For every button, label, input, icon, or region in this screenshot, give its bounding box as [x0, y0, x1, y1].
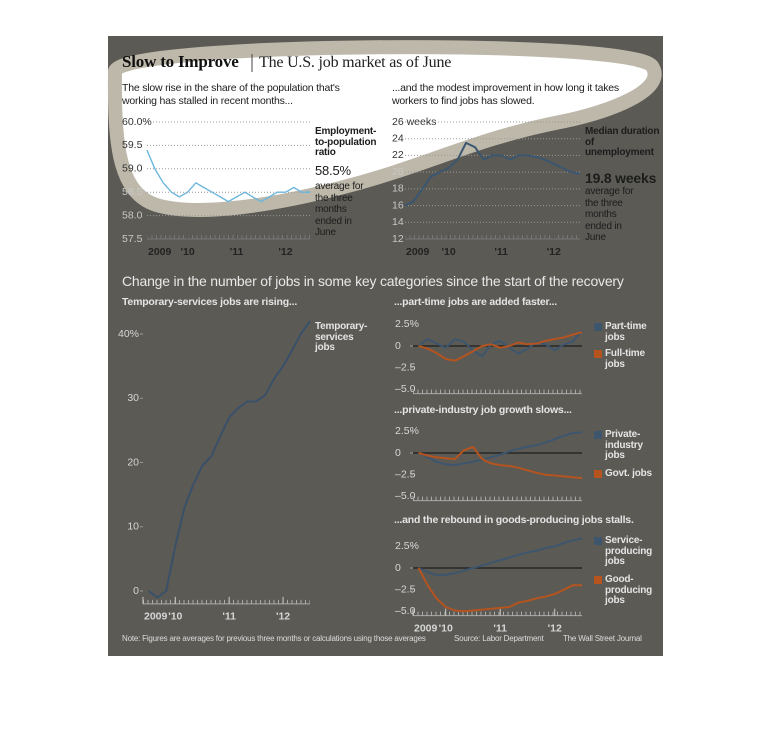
x-tick-label: 2009 [148, 246, 172, 258]
y-tick-label: 58.0 [122, 209, 143, 221]
legend-label: Employment-to-population ratio [315, 126, 377, 158]
y-tick-label: 22 [392, 149, 404, 161]
chart-title: ...part-time jobs are added faster... [394, 296, 557, 308]
footer-note: Note: Figures are averages for previous … [122, 634, 426, 643]
x-tick-label: 2009 [406, 246, 430, 258]
legend-swatch [594, 576, 602, 584]
legend-label: Good-producing jobs [605, 574, 653, 606]
legend-label: Median duration of unemployment [585, 126, 660, 158]
legend-label: Part-time jobs [605, 321, 647, 343]
legend-label: Govt. jobs [605, 468, 652, 479]
x-tick-label: '11 [230, 246, 244, 258]
headline-subtitle: The U.S. job market as of June [259, 54, 452, 71]
series-line [418, 431, 583, 467]
y-tick-label: 0 [395, 562, 401, 574]
y-tick-label: –5.0 [395, 383, 416, 395]
y-tick-label: 12 [392, 233, 404, 245]
x-tick-label: '12 [547, 246, 561, 258]
legend-label: Temporary-services jobs [315, 321, 368, 353]
series-line [418, 537, 583, 576]
legend-swatch [594, 431, 602, 439]
series-line [146, 149, 310, 203]
x-tick-label: '10 [168, 611, 182, 623]
callout-note: average for the three months ended in Ju… [315, 181, 364, 238]
callout-note: average for the three months ended in Ju… [585, 186, 634, 243]
section-title: Change in the number of jobs in some key… [122, 273, 624, 289]
series-line [404, 141, 581, 207]
y-tick-label: 57.5 [122, 233, 143, 245]
x-tick-label: '11 [494, 246, 508, 258]
series-line [418, 445, 583, 480]
legend-swatch [594, 537, 602, 545]
series-line [417, 329, 583, 358]
y-tick-label: 10 [127, 521, 139, 533]
y-tick-label: 59.5 [122, 139, 143, 151]
series-line [417, 567, 582, 613]
y-tick-label: 60.0% [122, 116, 152, 128]
y-tick-label: 2.5% [395, 318, 419, 330]
y-tick-label: 18 [392, 183, 404, 195]
y-tick-label: 24 [392, 132, 404, 144]
chart-title: ...and the rebound in goods-producing jo… [394, 514, 634, 526]
series-line [147, 320, 311, 599]
y-tick-label: 59.0 [122, 163, 143, 175]
x-tick-label: '12 [278, 246, 292, 258]
y-tick-label: 14 [392, 216, 404, 228]
y-tick-label: 20 [127, 456, 139, 468]
legend-swatch [594, 323, 602, 331]
x-tick-label: 2009 [144, 611, 168, 623]
y-tick-label: 0 [395, 340, 401, 352]
footer-source: Source: Labor Department [454, 634, 544, 643]
x-tick-label: '12 [276, 611, 290, 623]
x-tick-label: '10 [181, 246, 195, 258]
legend-label: Service-producing jobs [605, 535, 653, 567]
y-tick-label: 0 [133, 585, 139, 597]
y-tick-label: –5.0 [395, 605, 416, 617]
chart-title: ...private-industry job growth slows... [394, 404, 572, 416]
y-tick-label: –5.0 [395, 490, 416, 502]
x-tick-label: '11 [493, 622, 507, 634]
y-tick-label: 30 [127, 392, 139, 404]
chart-title: ...and the modest improvement in how lon… [392, 82, 619, 107]
y-tick-label: –2.5 [395, 361, 416, 373]
y-tick-label: 20 [392, 166, 404, 178]
legend-swatch [594, 350, 602, 358]
y-tick-label: 16 [392, 199, 404, 211]
y-tick-label: 2.5% [395, 540, 419, 552]
x-tick-label: '10 [439, 622, 453, 634]
y-tick-label: 2.5% [395, 425, 419, 437]
y-tick-label: 58.5 [122, 186, 143, 198]
x-tick-label: 2009 [414, 622, 438, 634]
x-tick-label: '12 [548, 622, 562, 634]
y-tick-label: 0 [395, 447, 401, 459]
headline: Slow to Improve [122, 52, 239, 71]
y-tick-label: 40% [118, 328, 139, 340]
y-tick-label: –2.5 [395, 468, 416, 480]
series-line [418, 331, 583, 362]
y-tick-label: –2.5 [395, 583, 416, 595]
legend-label: Private-industry jobs [605, 429, 643, 461]
x-tick-label: '10 [442, 246, 456, 258]
callout-value: 19.8 weeks [585, 170, 657, 186]
chart-title: Temporary-services jobs are rising... [122, 296, 298, 308]
x-tick-label: '11 [222, 611, 236, 623]
chart-title: The slow rise in the share of the popula… [122, 82, 340, 107]
legend-label: Full-time jobs [605, 348, 645, 370]
callout-value: 58.5% [315, 163, 351, 178]
legend-swatch [594, 470, 602, 478]
footer-credit: The Wall Street Journal [563, 634, 642, 643]
